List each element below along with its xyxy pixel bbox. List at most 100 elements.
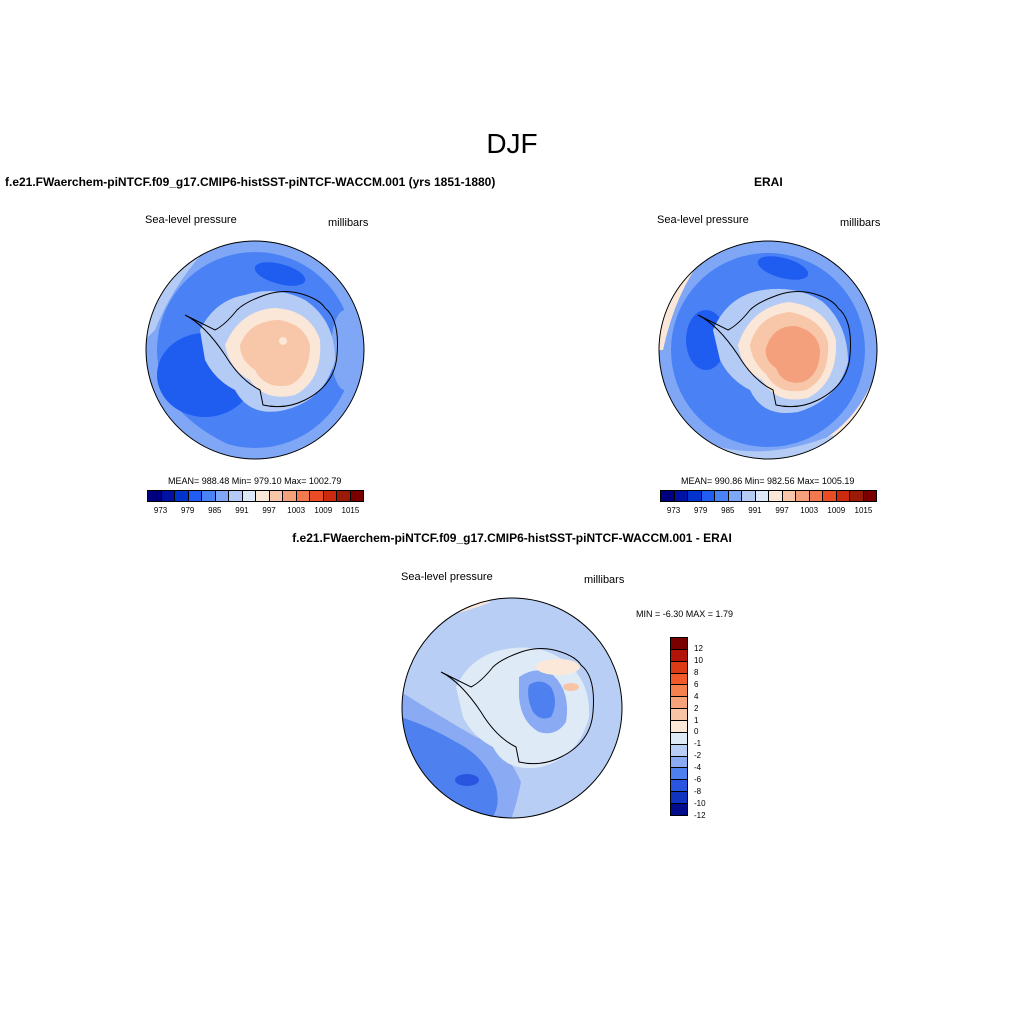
panel3-colorbar-swatch	[671, 768, 687, 781]
panel3-colorbar-swatch	[671, 792, 687, 805]
panel3-colorbar-tick-label: -2	[694, 751, 702, 761]
panel3-colorbar-tick-label: -8	[694, 787, 702, 797]
panel1-colorbar-tick-label: 1015	[341, 506, 360, 515]
panel3-colorbar-swatch	[671, 673, 687, 686]
panel1-low-n	[254, 262, 306, 286]
panel2-colorbar-tick-label: 985	[721, 506, 735, 515]
panel3-colorbar-tick-label: -4	[694, 763, 702, 773]
panel2-colorbar	[660, 490, 877, 502]
panel2-colorbar-tick-label: 1009	[827, 506, 846, 515]
panel1-colorbar-swatch	[242, 491, 256, 501]
panel1-colorbar-swatch	[188, 491, 202, 501]
panel1-colorbar-swatch	[215, 491, 229, 501]
panel2-colorbar-swatch	[742, 491, 756, 501]
panel1-variable-label: Sea-level pressure	[145, 214, 237, 226]
panel3-colorbar-swatch	[671, 744, 687, 757]
panel3-colorbar-swatch	[671, 780, 687, 793]
panel1-colorbar-swatch	[202, 491, 216, 501]
panel3-colorbar-tick-label: 10	[694, 655, 703, 665]
figure-title: DJF	[486, 128, 538, 159]
panel1-colorbar-swatch	[310, 491, 324, 501]
panel1-colorbar-tick-label: 985	[208, 506, 222, 515]
panel3-title: f.e21.FWaerchem-piNTCF.f09_g17.CMIP6-his…	[292, 531, 732, 545]
panel3-colorbar	[670, 637, 688, 816]
panel2-polar-map	[658, 240, 878, 460]
panel1-colorbar-tick-label: 1003	[287, 506, 306, 515]
panel1-colorbar-swatch	[229, 491, 243, 501]
panel2-colorbar-swatch	[769, 491, 783, 501]
panel2-colorbar-swatch	[661, 491, 675, 501]
panel3-map-border	[401, 597, 623, 819]
panel2-colorbar-swatch	[863, 491, 876, 501]
panel3-colorbar-swatch	[671, 721, 687, 733]
panel1-colorbar-tick-label: 997	[262, 506, 276, 515]
panel1-colorbar-swatch	[350, 491, 363, 501]
panel3-units-label: millibars	[584, 574, 625, 586]
panel3-colorbar-tick-label: -10	[694, 799, 706, 809]
panel3-colorbar-tick-label: 8	[694, 667, 699, 677]
panel1-east-light	[331, 310, 359, 390]
panel1-colorbar-tick-label: 991	[235, 506, 249, 515]
panel3-colorbar-swatch	[671, 649, 687, 662]
panel2-units-label: millibars	[840, 217, 881, 229]
panel2-colorbar-tick-label: 991	[748, 506, 762, 515]
panel3-colorbar-swatch	[671, 685, 687, 698]
panel1-colorbar-tick-label: 1009	[314, 506, 333, 515]
panel3-colorbar-swatch	[671, 638, 687, 650]
panel2-colorbar-tick-label: 979	[694, 506, 708, 515]
panel2-colorbar-tick-label: 1015	[854, 506, 873, 515]
panel2-variable-label: Sea-level pressure	[657, 214, 749, 226]
panel3-colorbar-tick-label: -12	[694, 811, 706, 820]
panel1-colorbar-swatch	[256, 491, 270, 501]
panel2-colorbar-swatch	[755, 491, 769, 501]
panel1-title: f.e21.FWaerchem-piNTCF.f09_g17.CMIP6-his…	[5, 175, 496, 189]
panel3-coast-pink-dark	[563, 683, 579, 691]
panel1-colorbar	[147, 490, 364, 502]
panel2-colorbar-swatch	[823, 491, 837, 501]
panel2-low-n	[757, 256, 809, 280]
panel2-stats: MEAN= 990.86 Min= 982.56 Max= 1005.19	[681, 476, 855, 486]
panel2-colorbar-swatch	[809, 491, 823, 501]
panel3-polar-map	[401, 597, 623, 819]
panel1-colorbar-tick-label: 979	[181, 506, 195, 515]
panel3-colorbar-swatch	[671, 804, 687, 815]
panel1-colorbar-swatch	[161, 491, 175, 501]
panel2-colorbar-swatch	[796, 491, 810, 501]
panel2-colorbar-swatch	[688, 491, 702, 501]
panel2-antarctica-peak	[765, 325, 820, 383]
panel3-colorbar-tick-label: 12	[694, 643, 703, 653]
panel1-colorbar-swatch	[337, 491, 351, 501]
panel3-coastline	[440, 648, 594, 765]
panel3-colorbar-tick-label: 0	[694, 727, 699, 737]
panel2-colorbar-tick-label: 973	[666, 506, 681, 515]
panel3-colorbar-swatch	[671, 709, 687, 722]
panel3-colorbar-tick-label: 4	[694, 691, 699, 701]
panel2-colorbar-swatch	[850, 491, 864, 501]
panel3-colorbar-swatch	[671, 732, 687, 745]
panel3-colorbar-tick-label: 1	[694, 715, 699, 725]
panel3-colorbar-swatch	[671, 697, 687, 710]
panel1-colorbar-tick-label: 973	[153, 506, 168, 515]
panel2-title: ERAI	[754, 175, 783, 189]
panel1-map-border	[145, 240, 365, 460]
panel2-map-border	[658, 240, 878, 460]
panel1-polar-map	[145, 240, 365, 460]
panel1-colorbar-swatch	[296, 491, 310, 501]
panel3-variable-label: Sea-level pressure	[401, 571, 493, 583]
panel3-colorbar-tick-label: -6	[694, 775, 702, 785]
panel2-colorbar-swatch	[715, 491, 729, 501]
panel3-colorbar-tick-label: -1	[694, 739, 702, 749]
panel1-colorbar-swatch	[148, 491, 162, 501]
panel3-antarctica-low	[528, 681, 555, 719]
panel1-antarctica-spot	[279, 337, 287, 345]
panel1-colorbar-swatch	[283, 491, 297, 501]
panel1-antarctica-high	[240, 320, 310, 386]
panel1-coastline	[184, 291, 338, 408]
panel2-coastline	[697, 291, 851, 408]
panel3-colorbar-tick-label: 2	[694, 703, 699, 713]
panel2-colorbar-swatch	[701, 491, 715, 501]
panel1-colorbar-swatch	[175, 491, 189, 501]
panel2-colorbar-swatch	[836, 491, 850, 501]
panel2-colorbar-swatch	[674, 491, 688, 501]
panel3-sw-low	[455, 774, 479, 786]
